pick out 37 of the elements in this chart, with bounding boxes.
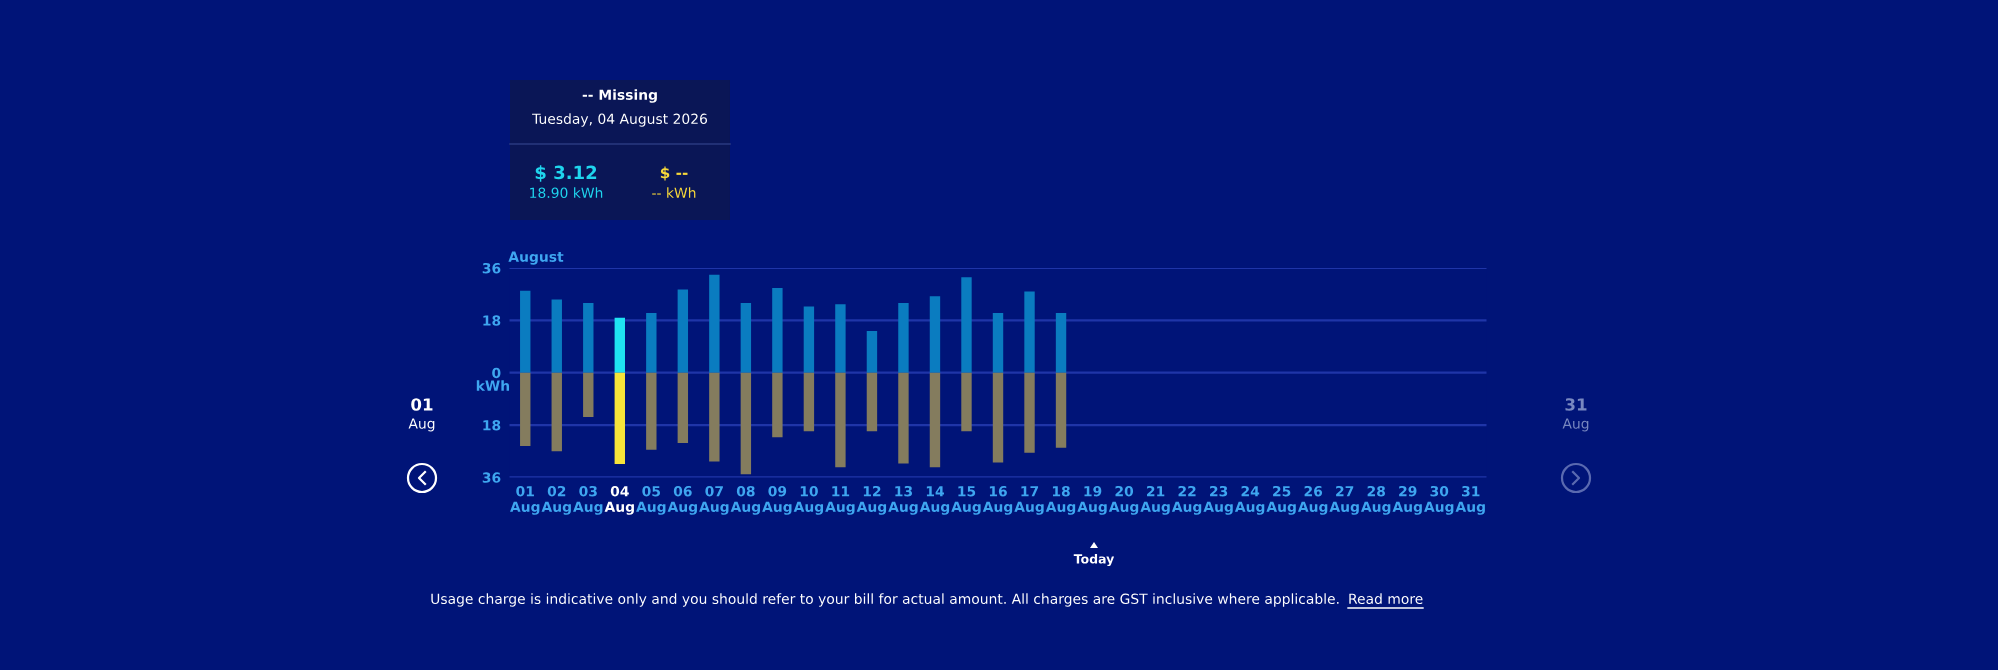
bar [961, 372, 972, 432]
bar [772, 372, 783, 438]
bar [772, 288, 783, 373]
bar [866, 372, 878, 432]
bar [1055, 313, 1067, 373]
bar [614, 372, 625, 464]
bar [677, 372, 689, 444]
bar [740, 302, 752, 373]
bar [583, 302, 594, 373]
bar [898, 372, 909, 464]
bar [551, 299, 562, 373]
bar [740, 372, 752, 475]
bar [583, 372, 594, 417]
bar [709, 274, 720, 373]
bar [1055, 372, 1067, 448]
bar [677, 289, 689, 373]
bar [551, 372, 562, 452]
bar [929, 296, 941, 373]
bar [520, 372, 531, 446]
bar [992, 372, 1004, 463]
bar [835, 304, 846, 373]
bar [614, 317, 625, 373]
bar [835, 372, 846, 468]
text: $ 3.12 [535, 165, 597, 182]
bar [803, 372, 815, 432]
bar [1024, 372, 1035, 453]
bar [646, 313, 657, 373]
bar [709, 372, 720, 462]
bar [866, 331, 878, 373]
bar [520, 290, 531, 373]
bar [961, 277, 972, 373]
bar [898, 302, 909, 373]
bar [929, 372, 941, 468]
bar [803, 306, 815, 373]
bar [992, 313, 1004, 373]
bar [1024, 291, 1035, 373]
bar [646, 372, 657, 450]
